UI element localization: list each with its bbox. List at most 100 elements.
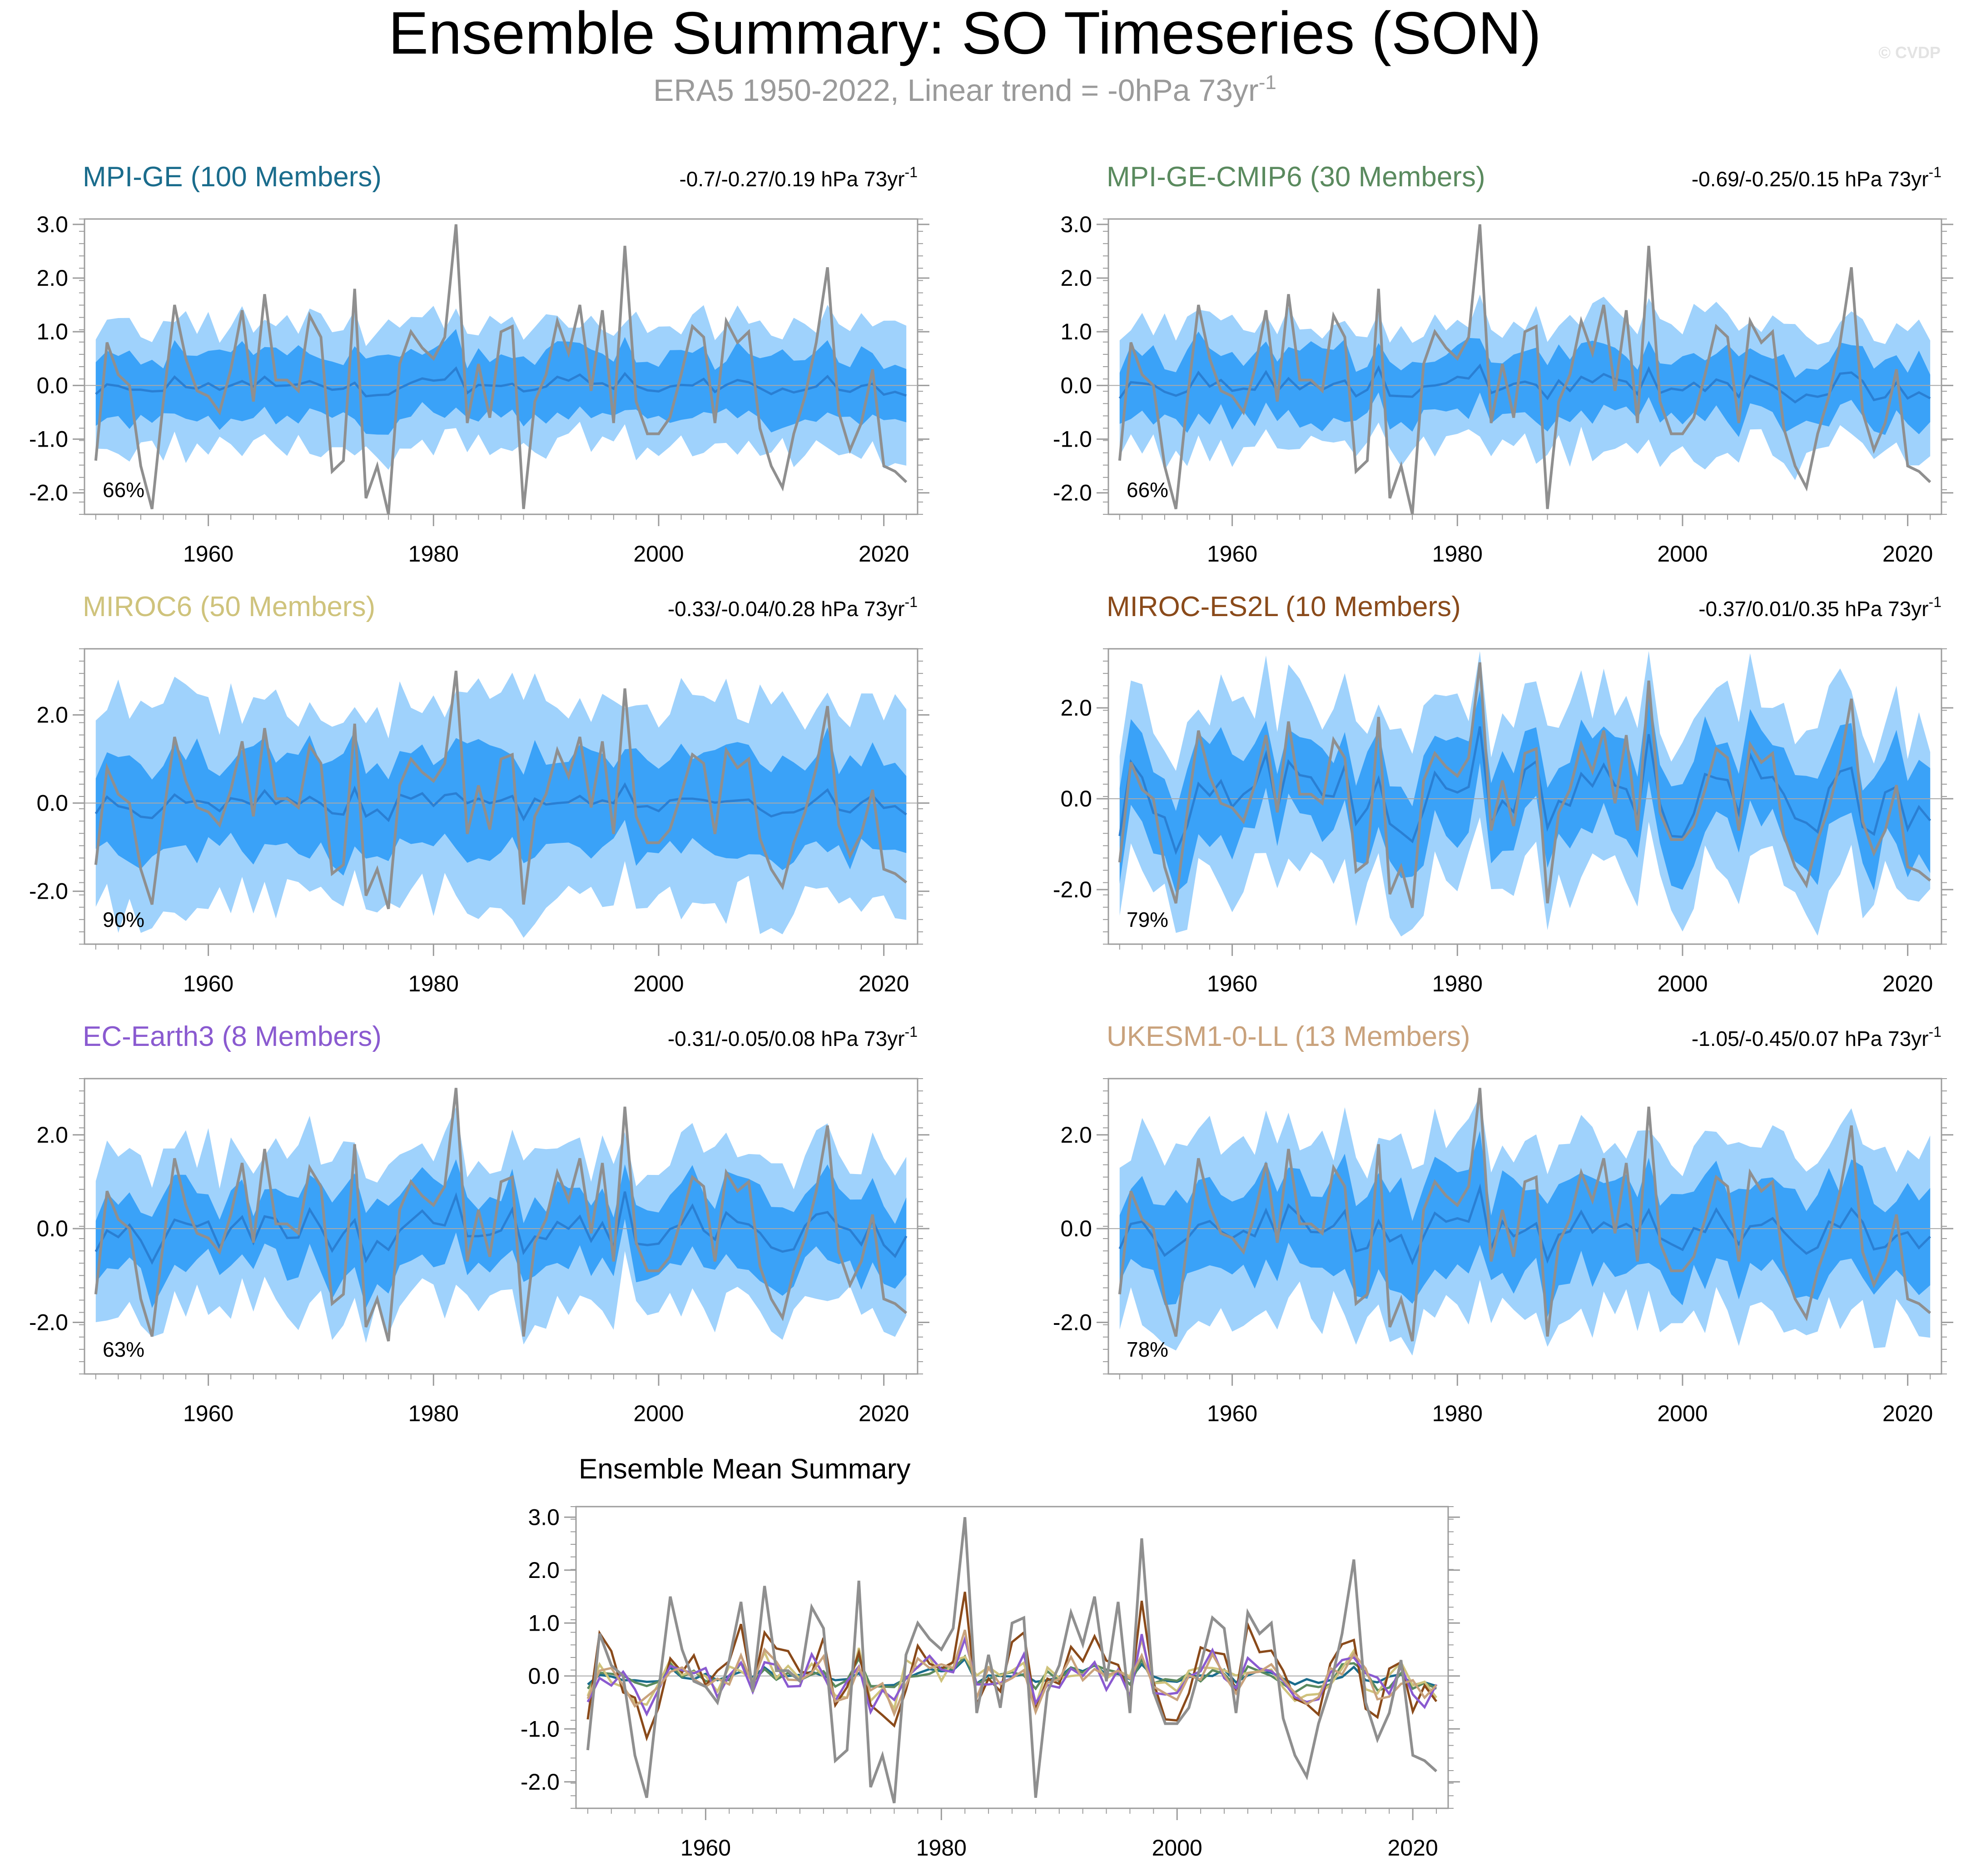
panel-miroc-es2l: MIROC-ES2L (10 Members) -0.37/0.01/0.35 h… [1053, 591, 1953, 996]
observation-line [94, 224, 908, 515]
panel-mpi-ge: MPI-GE (100 Members) -0.7/-0.27/0.19 hPa … [29, 161, 929, 567]
trend-range-text: -0.69/-0.25/0.15 hPa 73yr [1692, 167, 1929, 191]
y-tick-label: 2.0 [1060, 265, 1092, 291]
percent-label: 90% [103, 908, 144, 931]
y-tick-label: -2.0 [29, 879, 68, 904]
trend-range-sup: -1 [1929, 594, 1941, 610]
y-tick-label: -2.0 [1053, 877, 1092, 902]
x-tick-label: 1980 [408, 541, 459, 567]
trend-range-text: -0.7/-0.27/0.19 hPa 73yr [679, 167, 904, 191]
x-tick-label: 1980 [408, 971, 459, 996]
x-tick-label: 2000 [1657, 541, 1708, 567]
figure-title: Ensemble Summary: SO Timeseries (SON) [388, 0, 1541, 66]
x-tick-label: 2020 [1388, 1835, 1438, 1861]
trend-range-label: -0.31/-0.05/0.08 hPa 73yr-1 [668, 1024, 918, 1050]
trend-range-text: -0.31/-0.05/0.08 hPa 73yr [668, 1027, 905, 1050]
y-tick-label: 0.0 [36, 1216, 68, 1241]
y-tick-label: 1.0 [36, 319, 68, 344]
panel-title: MIROC6 (50 Members) [83, 591, 375, 622]
panel-title: EC-Earth3 (8 Members) [83, 1021, 382, 1052]
y-tick-label: -2.0 [521, 1769, 560, 1795]
y-tick-label: 0.0 [528, 1663, 560, 1689]
panel-title: MIROC-ES2L (10 Members) [1107, 591, 1461, 622]
observation-line [1118, 224, 1931, 515]
trend-range-sup: -1 [905, 164, 918, 180]
x-tick-label: 1960 [680, 1835, 731, 1861]
y-tick-label: 2.0 [528, 1558, 560, 1583]
ensemble-mean-line [1118, 363, 1931, 404]
y-tick-label: 0.0 [1060, 1216, 1092, 1241]
figure-subtitle-sup: -1 [1259, 71, 1276, 94]
y-tick-label: -2.0 [1053, 1310, 1092, 1335]
y-tick-label: 0.0 [36, 373, 68, 398]
y-tick-label: 3.0 [528, 1504, 560, 1530]
x-tick-label: 2020 [859, 1401, 909, 1426]
y-tick-label: -1.0 [1053, 427, 1092, 452]
trend-range-sup: -1 [1929, 164, 1941, 180]
x-tick-label: 1960 [1207, 971, 1257, 996]
x-tick-label: 1980 [408, 1401, 459, 1426]
ensemble-mean-line [1118, 1183, 1931, 1265]
x-tick-label: 1960 [183, 1401, 233, 1426]
inner-spread-band [1119, 1130, 1931, 1317]
plot-frame [575, 1506, 1449, 1809]
percent-label: 63% [103, 1338, 144, 1361]
x-tick-label: 1960 [1207, 1401, 1257, 1426]
summary-title: Ensemble Mean Summary [579, 1453, 911, 1485]
percent-label: 66% [1127, 478, 1168, 502]
x-tick-label: 2000 [633, 1401, 684, 1426]
x-tick-label: 1980 [1432, 1401, 1483, 1426]
x-tick-label: 2000 [1657, 971, 1708, 996]
x-tick-label: 2020 [859, 541, 909, 567]
credit-watermark: © CVDP [1878, 43, 1941, 62]
inner-spread-band [95, 1159, 907, 1308]
series-line-5 [586, 1629, 1437, 1717]
figure-subtitle: ERA5 1950-2022, Linear trend = -0hPa 73y… [653, 71, 1276, 108]
trend-range-label: -0.33/-0.04/0.28 hPa 73yr-1 [668, 594, 918, 621]
x-tick-label: 2000 [633, 971, 684, 996]
panel-title: UKESM1-0-LL (13 Members) [1107, 1021, 1470, 1052]
y-tick-label: 3.0 [1060, 212, 1092, 237]
trend-range-label: -0.37/0.01/0.35 hPa 73yr-1 [1698, 594, 1941, 621]
panel-title: MPI-GE (100 Members) [83, 161, 382, 193]
percent-label: 66% [103, 478, 144, 502]
x-tick-label: 1960 [183, 971, 233, 996]
y-tick-label: 2.0 [1060, 1122, 1092, 1148]
panel-title: MPI-GE-CMIP6 (30 Members) [1107, 161, 1485, 193]
trend-range-label: -0.69/-0.25/0.15 hPa 73yr-1 [1692, 164, 1941, 191]
observation-line [586, 1517, 1438, 1804]
x-tick-label: 2020 [1882, 971, 1933, 996]
trend-range-sup: -1 [1929, 1024, 1941, 1040]
y-tick-label: -1.0 [29, 427, 68, 452]
y-tick-label: 0.0 [1060, 373, 1092, 398]
y-tick-label: 0.0 [1060, 786, 1092, 811]
trend-range-text: -1.05/-0.45/0.07 hPa 73yr [1692, 1027, 1929, 1050]
trend-range-label: -1.05/-0.45/0.07 hPa 73yr-1 [1692, 1024, 1941, 1050]
panel-ec-earth3: EC-Earth3 (8 Members) -0.31/-0.05/0.08 hP… [29, 1021, 929, 1426]
y-tick-label: -2.0 [29, 480, 68, 506]
ensemble-mean-line [94, 1191, 908, 1265]
inner-spread-band [1119, 687, 1931, 893]
x-tick-label: 1960 [183, 541, 233, 567]
x-tick-label: 1980 [1432, 541, 1483, 567]
series-line-2 [586, 1636, 1438, 1712]
panel-ukesm1-0-ll: UKESM1-0-LL (13 Members) -1.05/-0.45/0.07… [1053, 1021, 1953, 1426]
y-tick-label: 1.0 [528, 1610, 560, 1636]
panel-miroc6: MIROC6 (50 Members) -0.33/-0.04/0.28 hPa … [29, 591, 929, 996]
y-tick-label: -1.0 [521, 1716, 560, 1742]
y-tick-label: -2.0 [1053, 480, 1092, 506]
observation-line [1118, 1088, 1931, 1342]
x-tick-label: 2000 [1657, 1401, 1708, 1426]
observation-line [94, 671, 908, 910]
series-line-3 [586, 1592, 1438, 1742]
x-tick-label: 2000 [633, 541, 684, 567]
x-tick-label: 2020 [1882, 1401, 1933, 1426]
trend-range-sup: -1 [905, 1024, 918, 1040]
y-tick-label: 0.0 [36, 791, 68, 816]
panel-mpi-ge-cmip6: MPI-GE-CMIP6 (30 Members) -0.69/-0.25/0.1… [1053, 161, 1953, 567]
x-tick-label: 1980 [916, 1835, 967, 1861]
figure-subtitle-text: ERA5 1950-2022, Linear trend = -0hPa 73y… [653, 73, 1259, 108]
ensemble-mean-line [94, 782, 907, 822]
trend-range-text: -0.37/0.01/0.35 hPa 73yr [1698, 597, 1928, 621]
